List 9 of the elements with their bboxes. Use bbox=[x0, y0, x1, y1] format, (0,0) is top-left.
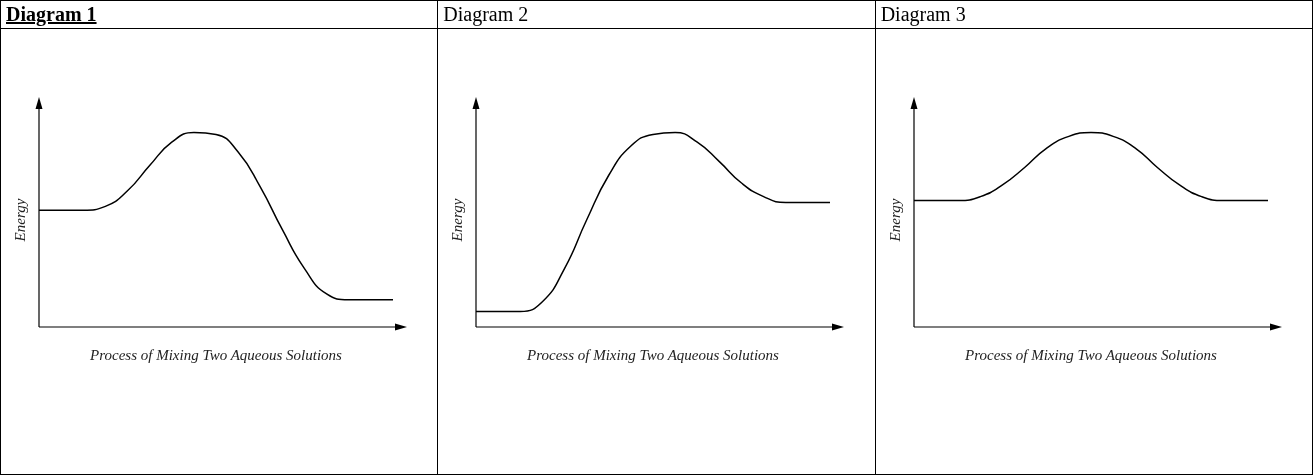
y-axis-title: Energy bbox=[886, 198, 903, 243]
x-axis-title: Process of Mixing Two Aqueous Solutions bbox=[526, 346, 780, 363]
x-axis-title: Process of Mixing Two Aqueous Solutions bbox=[89, 346, 343, 363]
chart-title: Diagram 3 bbox=[875, 0, 1313, 29]
y-axis-title: Energy bbox=[448, 198, 465, 243]
chart-title: Diagram 2 bbox=[437, 0, 876, 29]
chart-title: Diagram 1 bbox=[0, 0, 438, 29]
x-axis-title: Process of Mixing Two Aqueous Solutions bbox=[963, 346, 1217, 363]
y-axis-title: Energy bbox=[11, 198, 28, 243]
